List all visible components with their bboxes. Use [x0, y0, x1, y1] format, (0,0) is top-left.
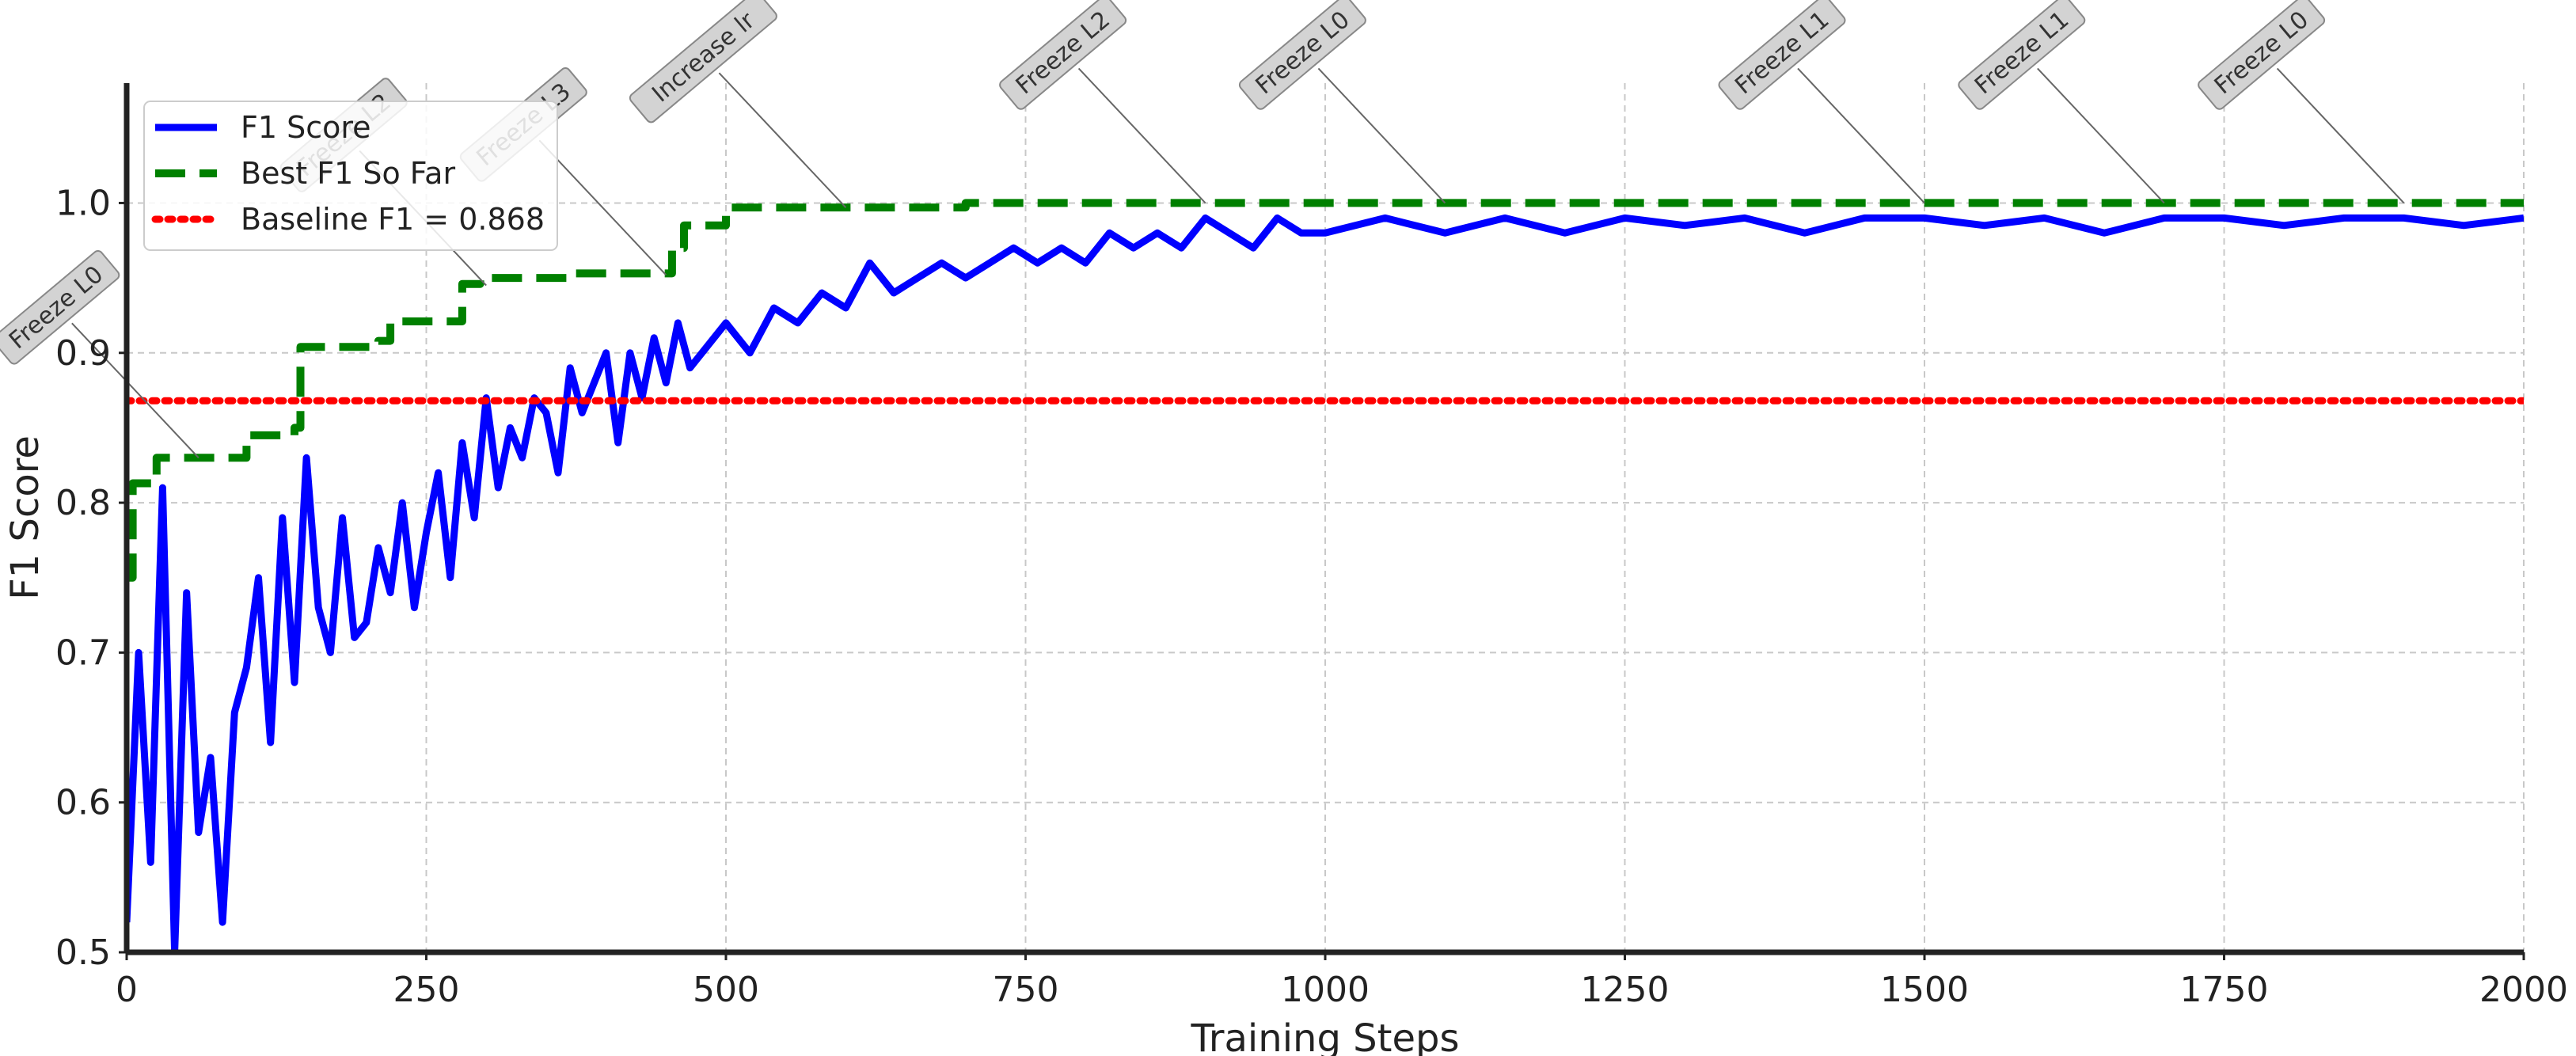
annotation-label: Freeze L0 [2198, 0, 2326, 110]
annotation-text: Freeze L0 [1251, 6, 1355, 100]
x-tick-label: 1500 [1880, 970, 1969, 1010]
series-line-1 [127, 199, 2524, 582]
x-tick-label: 250 [393, 970, 460, 1010]
x-tick-label: 1750 [2180, 970, 2269, 1010]
annotation-leader-line [1317, 67, 1446, 204]
annotation-leader-line [1797, 67, 1925, 204]
annotation-text: Freeze L2 [1011, 6, 1115, 100]
annotation-box [629, 0, 777, 123]
legend-label-2: Baseline F1 = 0.868 [241, 202, 545, 237]
annotation-box [2198, 0, 2326, 110]
annotation-box [1718, 0, 1846, 110]
y-tick-label: 1.0 [55, 183, 111, 223]
annotation-box [0, 249, 120, 365]
annotation-leader-line [1077, 67, 1206, 204]
axis-layer: 0 250 500 750 1000 1250 1500 1750 2000 0.5 0.6 0.7 0… [3, 83, 2568, 1056]
annotation-label: Freeze L1 [1718, 0, 1846, 110]
annotation-box [1238, 0, 1366, 110]
x-tick-label: 2000 [2479, 970, 2568, 1010]
annotation-leader-line [538, 139, 667, 276]
annotation-box [1958, 0, 2086, 110]
annotation-text: Freeze L1 [1970, 6, 2074, 100]
annotation-label: Freeze L0 [1238, 0, 1366, 110]
y-tick-label: 0.5 [55, 933, 111, 973]
x-axis-label: Training Steps [1191, 1016, 1460, 1056]
series-layer [127, 199, 2524, 952]
y-tick-label: 0.7 [55, 632, 111, 673]
x-tick-label: 1250 [1581, 970, 1670, 1010]
annotation-leader-line [2037, 67, 2165, 204]
annotation-text: Freeze L1 [1730, 6, 1834, 100]
annotation-text: Increase lr [647, 6, 760, 108]
annotation-box [999, 0, 1127, 110]
y-tick-label: 0.6 [55, 783, 111, 823]
legend-label-1: Best F1 So Far [241, 156, 455, 191]
legend: F1 Score Best F1 So Far Baseline F1 = 0.86… [143, 101, 558, 251]
x-tick-label: 750 [993, 970, 1059, 1010]
x-tick-label: 0 [116, 970, 138, 1010]
y-tick-label: 0.8 [55, 483, 111, 523]
annotation-label: Increase lr [629, 0, 777, 123]
legend-label-0: F1 Score [241, 110, 371, 145]
annotation-label: Freeze L1 [1958, 0, 2086, 110]
annotation-label: Freeze L2 [999, 0, 1127, 110]
x-tick-label: 500 [693, 970, 759, 1010]
x-tick-label: 1000 [1281, 970, 1370, 1010]
legend-box [143, 101, 558, 251]
annotation-text: Freeze L0 [2209, 6, 2314, 100]
annotation-leader-line [71, 322, 199, 458]
annotation-leader-line [2276, 67, 2405, 204]
y-tick-label: 0.9 [55, 333, 111, 374]
annotation-leader-line [718, 72, 847, 208]
series-line-0 [127, 214, 2524, 952]
y-axis-label: F1 Score [3, 435, 47, 600]
